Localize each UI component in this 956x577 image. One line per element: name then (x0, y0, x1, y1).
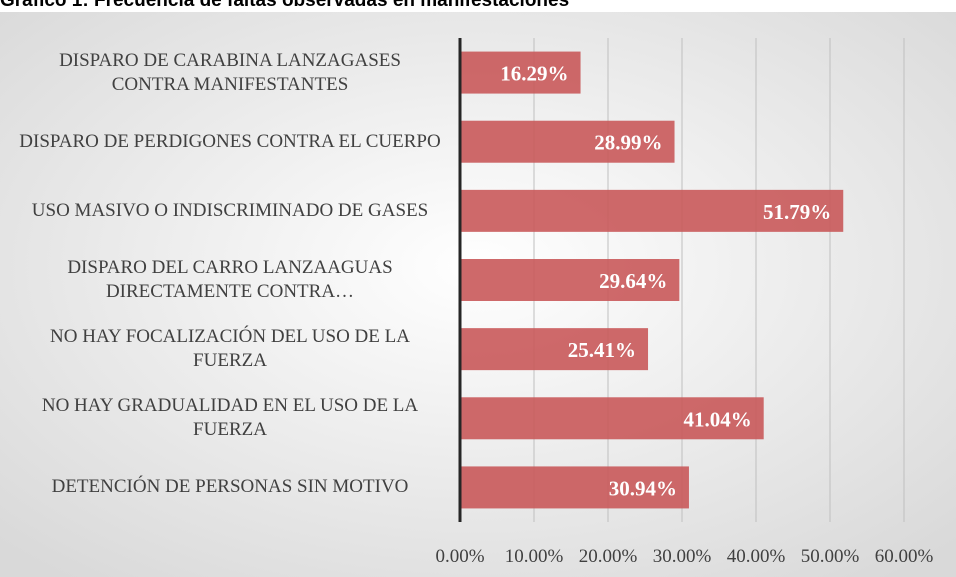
y-tick-label: USO MASIVO O INDISCRIMINADO DE GASES (31, 199, 429, 221)
value-label: 41.04% (683, 407, 751, 431)
x-tick-label: 20.00% (579, 546, 638, 567)
bar (460, 397, 764, 440)
x-tick-label: 0.00% (435, 546, 484, 567)
bar (460, 51, 581, 94)
bar (460, 120, 675, 163)
x-tick-label: 30.00% (653, 546, 712, 567)
value-label: 51.79% (763, 200, 831, 224)
y-tick-label: DISPARO DE PERDIGONES CONTRA EL CUERPO (19, 130, 441, 152)
y-tick-label: DISPARO DE CARABINA LANZAGASES CONTRA MA… (59, 49, 401, 95)
value-label: 29.64% (599, 269, 667, 293)
value-label: 28.99% (594, 131, 662, 155)
bar (460, 328, 649, 371)
y-tick-label: DETENCIÓN DE PERSONAS SIN MOTIVO (51, 476, 409, 498)
value-label: 30.94% (609, 476, 677, 500)
bar (460, 259, 680, 301)
x-tick-label: 10.00% (505, 546, 564, 567)
y-tick-label: DISPARO DEL CARRO LANZAAGUAS DIRECTAMENT… (67, 257, 393, 302)
value-label: 25.41% (568, 338, 636, 362)
chart-title: Gráfico 1: Frecuencia de faltas observad… (0, 0, 569, 11)
y-tick-label: NO HAY GRADUALIDAD EN EL USO DE LA FUERZ… (41, 395, 419, 441)
y-tick-label: NO HAY FOCALIZACIÓN DEL USO DE LA FUERZA (50, 326, 410, 372)
value-label: 16.29% (500, 62, 568, 86)
bar (460, 466, 689, 509)
x-tick-label: 40.00% (727, 546, 786, 567)
x-tick-label: 50.00% (801, 546, 860, 567)
bar (460, 189, 844, 232)
x-tick-label: 60.00% (875, 546, 934, 567)
